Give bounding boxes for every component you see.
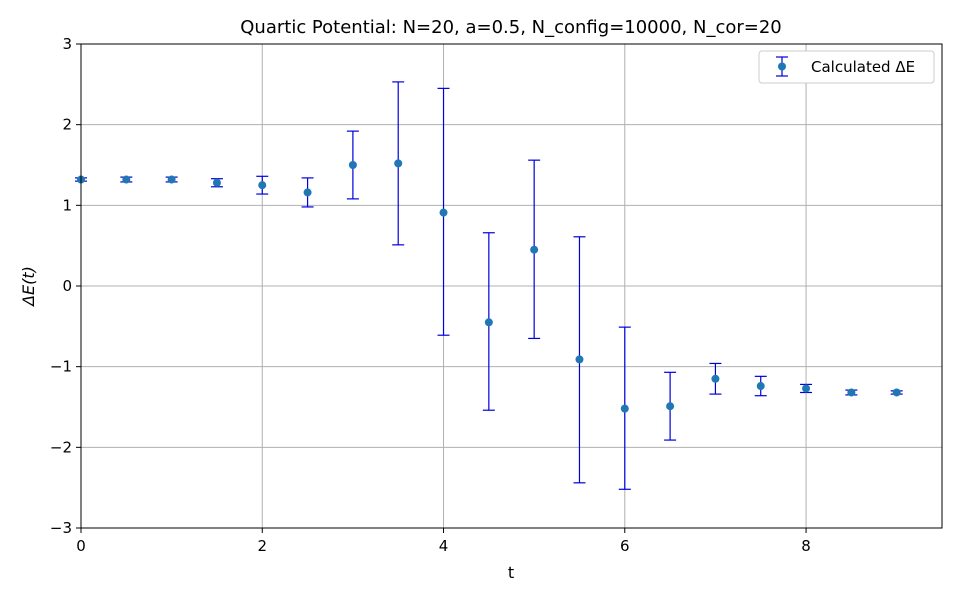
point-marker [575, 355, 584, 364]
data-point [301, 177, 314, 208]
point-marker [802, 384, 811, 393]
y-axis: −3 −2 −1 0 1 2 3 [50, 35, 81, 537]
point-marker [756, 382, 765, 391]
series-calculated-delta-e [75, 81, 903, 490]
data-point [800, 383, 813, 394]
y-axis-label: ΔE(t) [19, 266, 38, 308]
point-marker [167, 175, 176, 184]
legend-label: Calculated ΔE [811, 58, 915, 76]
data-point [754, 375, 767, 397]
point-marker [258, 181, 267, 190]
data-point [346, 130, 359, 200]
data-point [482, 232, 495, 411]
data-point [120, 175, 133, 184]
y-tick-label: 1 [62, 196, 72, 214]
point-marker [303, 188, 312, 197]
data-point [528, 159, 541, 340]
x-tick-label: 4 [439, 537, 449, 555]
y-tick-label: −3 [50, 519, 72, 537]
y-tick-label: −1 [50, 358, 72, 376]
point-marker [530, 245, 539, 254]
legend: Calculated ΔE [758, 50, 935, 84]
x-tick-label: 0 [76, 537, 86, 555]
legend-box [758, 50, 935, 84]
y-tick-label: 3 [62, 35, 72, 53]
point-marker [394, 159, 403, 168]
y-tick-label: −2 [50, 438, 72, 456]
point-marker [620, 404, 629, 413]
point-marker [439, 208, 448, 217]
data-point [709, 362, 722, 395]
point-marker [666, 402, 675, 411]
grid [80, 43, 942, 529]
point-marker [847, 388, 856, 397]
data-point [890, 388, 903, 397]
x-tick-label: 8 [801, 537, 811, 555]
chart-title: Quartic Potential: N=20, a=0.5, N_config… [240, 17, 782, 38]
data-point [210, 178, 223, 188]
x-tick-label: 2 [257, 537, 267, 555]
x-axis-label: t [508, 563, 514, 582]
y-tick-label: 0 [62, 277, 72, 295]
point-marker [348, 161, 357, 169]
legend-marker [778, 62, 786, 71]
data-point [664, 371, 677, 441]
data-point [392, 81, 405, 246]
point-marker [711, 374, 720, 383]
data-point [256, 175, 269, 195]
data-point [573, 236, 586, 484]
x-axis: 0 2 4 6 8 [76, 528, 811, 555]
point-marker [892, 388, 901, 397]
point-marker [122, 175, 131, 184]
data-point [437, 87, 450, 336]
point-marker [484, 318, 493, 327]
data-point [618, 326, 631, 490]
data-point [845, 388, 858, 397]
point-marker [212, 178, 221, 187]
x-tick-label: 6 [620, 537, 630, 555]
data-point [165, 175, 178, 184]
y-tick-label: 2 [62, 116, 72, 134]
